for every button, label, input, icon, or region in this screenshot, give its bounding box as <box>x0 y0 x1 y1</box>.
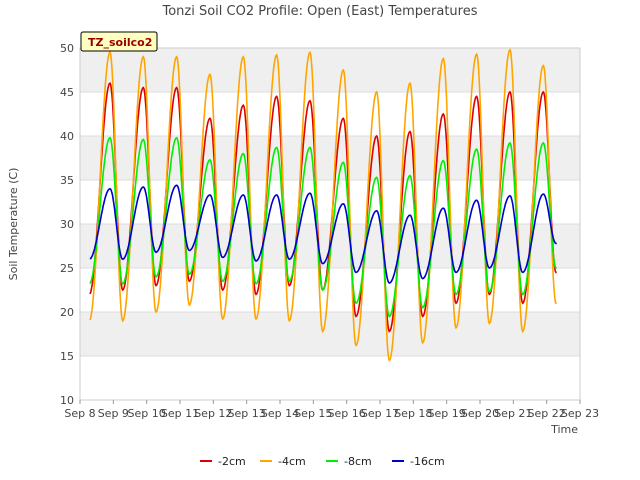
chart-title: Tonzi Soil CO2 Profile: Open (East) Temp… <box>161 4 477 19</box>
y-axis-label: Soil Temperature (C) <box>7 168 20 281</box>
plot-band <box>80 180 580 224</box>
series-line-4cm <box>89 48 557 362</box>
x-tick-label: Sep 22 <box>528 407 566 420</box>
x-tick-label: Sep 18 <box>394 407 432 420</box>
plot-band <box>80 268 580 312</box>
y-tick-label: 10 <box>60 394 74 407</box>
plot-band <box>80 48 580 92</box>
x-tick-label: Sep 23 <box>561 407 599 420</box>
legend-label: -8cm <box>344 455 372 468</box>
x-tick-label: Sep 9 <box>98 407 129 420</box>
x-tick-label: Sep 19 <box>428 407 466 420</box>
series-line-16cm <box>89 184 557 284</box>
y-tick-label: 15 <box>60 350 74 363</box>
plot-band <box>80 136 580 180</box>
y-tick-label: 30 <box>60 218 74 231</box>
y-tick-label: 40 <box>60 130 74 143</box>
x-axis-label: Time <box>550 423 578 436</box>
x-tick-label: Sep 16 <box>328 407 366 420</box>
station-label-box: TZ_soilco2 <box>80 31 158 52</box>
plot-band <box>80 356 580 400</box>
x-tick-label: Sep 8 <box>64 407 95 420</box>
plot-frame <box>79 47 581 401</box>
y-tick-label: 50 <box>60 42 74 55</box>
y-tick-label: 45 <box>60 86 74 99</box>
x-tick-label: Sep 21 <box>494 407 532 420</box>
legend-label: -16cm <box>410 455 445 468</box>
y-tick-label: 20 <box>60 306 74 319</box>
plot-band <box>80 92 580 136</box>
x-tick-label: Sep 15 <box>294 407 332 420</box>
y-tick-label: 35 <box>60 174 74 187</box>
x-tick-label: Sep 13 <box>228 407 266 420</box>
y-tick-labels: 10 15 20 25 30 35 40 45 50 <box>60 42 74 407</box>
legend-label: -2cm <box>218 455 246 468</box>
legend: -2cm -4cm -8cm -16cm <box>200 455 445 468</box>
series-line-8cm <box>89 136 557 318</box>
y-tick-label: 25 <box>60 262 74 275</box>
x-tick-label: Sep 20 <box>461 407 499 420</box>
x-tick-label: Sep 10 <box>128 407 166 420</box>
plot-band <box>80 312 580 356</box>
station-label: TZ_soilco2 <box>88 36 152 49</box>
x-tick-label: Sep 12 <box>194 407 232 420</box>
x-tick-label: Sep 14 <box>261 407 299 420</box>
series-lines <box>89 48 557 362</box>
legend-label: -4cm <box>278 455 306 468</box>
x-tick-label: Sep 17 <box>361 407 399 420</box>
x-tick-label: Sep 11 <box>161 407 199 420</box>
